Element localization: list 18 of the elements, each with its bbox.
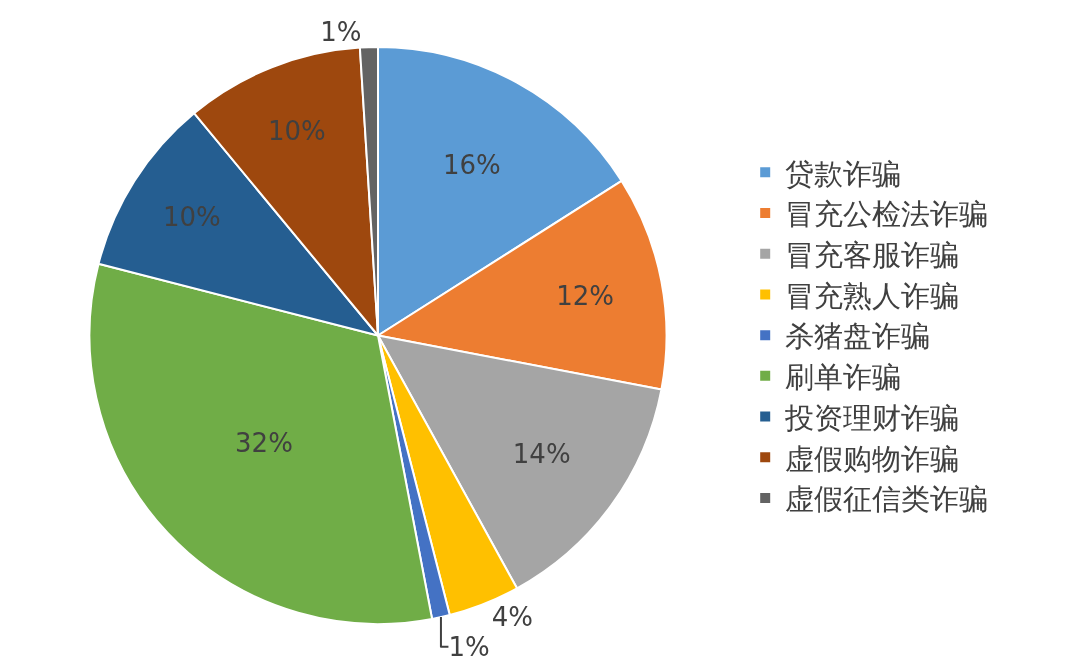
legend-label: 虚假购物诈骗 (785, 441, 960, 476)
data-label: 4% (491, 601, 533, 632)
legend-label: 冒充客服诈骗 (785, 238, 960, 273)
data-label: 16% (442, 149, 501, 180)
data-label: 10% (163, 202, 221, 233)
legend-label: 冒充公检法诈骗 (785, 197, 989, 232)
legend-label: 投资理财诈骗 (784, 400, 960, 435)
legend-label: 杀猪盘诈骗 (785, 319, 931, 354)
data-label: 12% (556, 280, 615, 311)
data-label: 14% (512, 439, 571, 470)
legend-label: 刷单诈骗 (785, 360, 902, 395)
data-label: 32% (235, 427, 293, 458)
data-label: 1% (320, 17, 362, 48)
data-label: 1% (448, 631, 490, 662)
legend-label: 冒充熟人诈骗 (785, 278, 960, 313)
legend-label: 虚假征信类诈骗 (785, 482, 989, 517)
legend-label: 贷款诈骗 (785, 156, 902, 191)
data-label: 10% (267, 115, 326, 146)
